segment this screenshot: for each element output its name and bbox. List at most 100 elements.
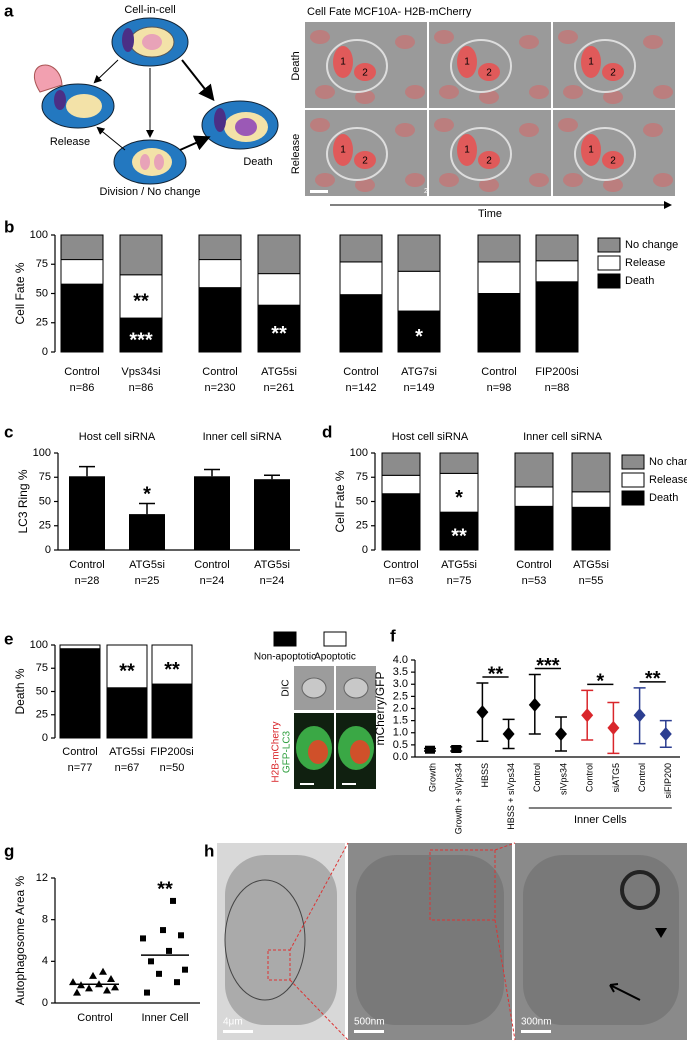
data-point [107, 975, 115, 983]
nucleus [439, 85, 459, 99]
data-point [140, 935, 146, 942]
y-axis-label: Death % [13, 668, 27, 714]
n-label: n=230 [205, 382, 236, 394]
x-tick-label: siVps34 [558, 763, 568, 795]
marker [633, 708, 646, 723]
bar-segment [477, 261, 521, 295]
nucleus [603, 90, 623, 104]
y-tick-label: 8 [42, 914, 48, 926]
marker [528, 697, 541, 712]
bar-segment [339, 261, 383, 296]
cell-number: 1 [588, 57, 594, 68]
cell-number: 1 [464, 57, 470, 68]
nucleus [558, 30, 578, 44]
group-label: Inner Cells [574, 814, 627, 826]
significance: * [596, 671, 604, 693]
error-bar [204, 468, 220, 477]
nucleus [529, 173, 549, 187]
cell-number: 2 [362, 68, 368, 79]
cell-number: 2 [486, 156, 492, 167]
nucleus [519, 123, 539, 137]
y-tick-label: 0 [42, 732, 48, 744]
cell-outline [574, 127, 636, 181]
marker [607, 720, 620, 735]
n-label: n=24 [260, 575, 285, 587]
bar-segment [514, 486, 554, 507]
group-title: Host cell siRNA [392, 431, 469, 443]
nucleus [355, 178, 375, 192]
legend-label: Non-apoptotic [254, 652, 316, 663]
y-tick-label: 75 [36, 662, 48, 674]
bar-segment [59, 644, 101, 650]
y-tick-label: 0 [42, 997, 48, 1009]
zoom-box [429, 849, 496, 921]
y-tick-label: 50 [36, 287, 48, 299]
y-axis-label: mCherry/GFP [373, 671, 387, 745]
nucleus [439, 173, 459, 187]
nucleus [563, 85, 583, 99]
nucleus [333, 46, 353, 78]
legend-label: Death [649, 492, 678, 504]
nucleus [310, 118, 330, 132]
nucleus [315, 85, 335, 99]
marker [555, 726, 567, 741]
error-bar [139, 502, 155, 515]
x-tick-label: Control [62, 746, 97, 758]
image-row-label: DIC [281, 679, 292, 696]
bar-segment [59, 648, 101, 739]
scale-bar-label: 500nm [354, 1017, 385, 1028]
group-title: Host cell siRNA [79, 431, 156, 443]
scale-bar [223, 1030, 253, 1033]
group-title: Inner cell siRNA [203, 431, 283, 443]
nucleus [434, 30, 454, 44]
nucleus [643, 35, 663, 49]
n-label: n=63 [389, 575, 414, 587]
frame-number: 2 [424, 188, 428, 195]
bar-segment [106, 644, 148, 689]
scale-bar [310, 190, 328, 193]
bar-segment [535, 234, 579, 262]
n-label: n=86 [70, 382, 95, 394]
significance: * [455, 487, 463, 509]
x-tick-label: siFIP200 [663, 763, 673, 799]
bar-segment [257, 273, 301, 306]
legend-swatch [621, 490, 645, 506]
x-tick-label: Control [532, 763, 542, 792]
bar-segment [151, 644, 193, 685]
data-point [160, 927, 166, 934]
bar-segment [60, 283, 104, 353]
significance: ** [119, 661, 135, 683]
legend-swatch [597, 273, 621, 289]
nucleus [315, 173, 335, 187]
x-tick-label: Growth + siVps34 [454, 763, 464, 834]
x-tick-label: ATG5si [109, 746, 145, 758]
cell-number: 2 [362, 156, 368, 167]
significance: ** [271, 323, 287, 345]
data-point [148, 958, 154, 965]
x-tick-label: FIP200si [150, 746, 193, 758]
nucleus [581, 134, 601, 166]
nucleus [603, 178, 623, 192]
cell-number: 1 [340, 57, 346, 68]
nucleus [602, 63, 624, 81]
x-tick-label: Growth [427, 763, 437, 792]
data-point [170, 897, 176, 904]
data-point [89, 971, 97, 979]
y-tick-label: 1.5 [393, 715, 408, 727]
data-point [166, 947, 172, 954]
mcherry-nucleus [308, 740, 328, 764]
n-label: n=88 [545, 382, 570, 394]
bar-segment [151, 683, 193, 739]
cell-number: 1 [588, 145, 594, 156]
bar-segment [198, 234, 242, 261]
bar-segment [439, 472, 479, 513]
bar-segment [119, 317, 163, 353]
y-tick-label: 75 [39, 471, 51, 483]
bar-segment [106, 687, 148, 739]
em-cell [224, 879, 306, 1001]
bar-segment [381, 493, 421, 551]
n-label: n=149 [404, 382, 435, 394]
nucleus [355, 90, 375, 104]
nucleus [478, 63, 500, 81]
bar-segment [535, 281, 579, 353]
